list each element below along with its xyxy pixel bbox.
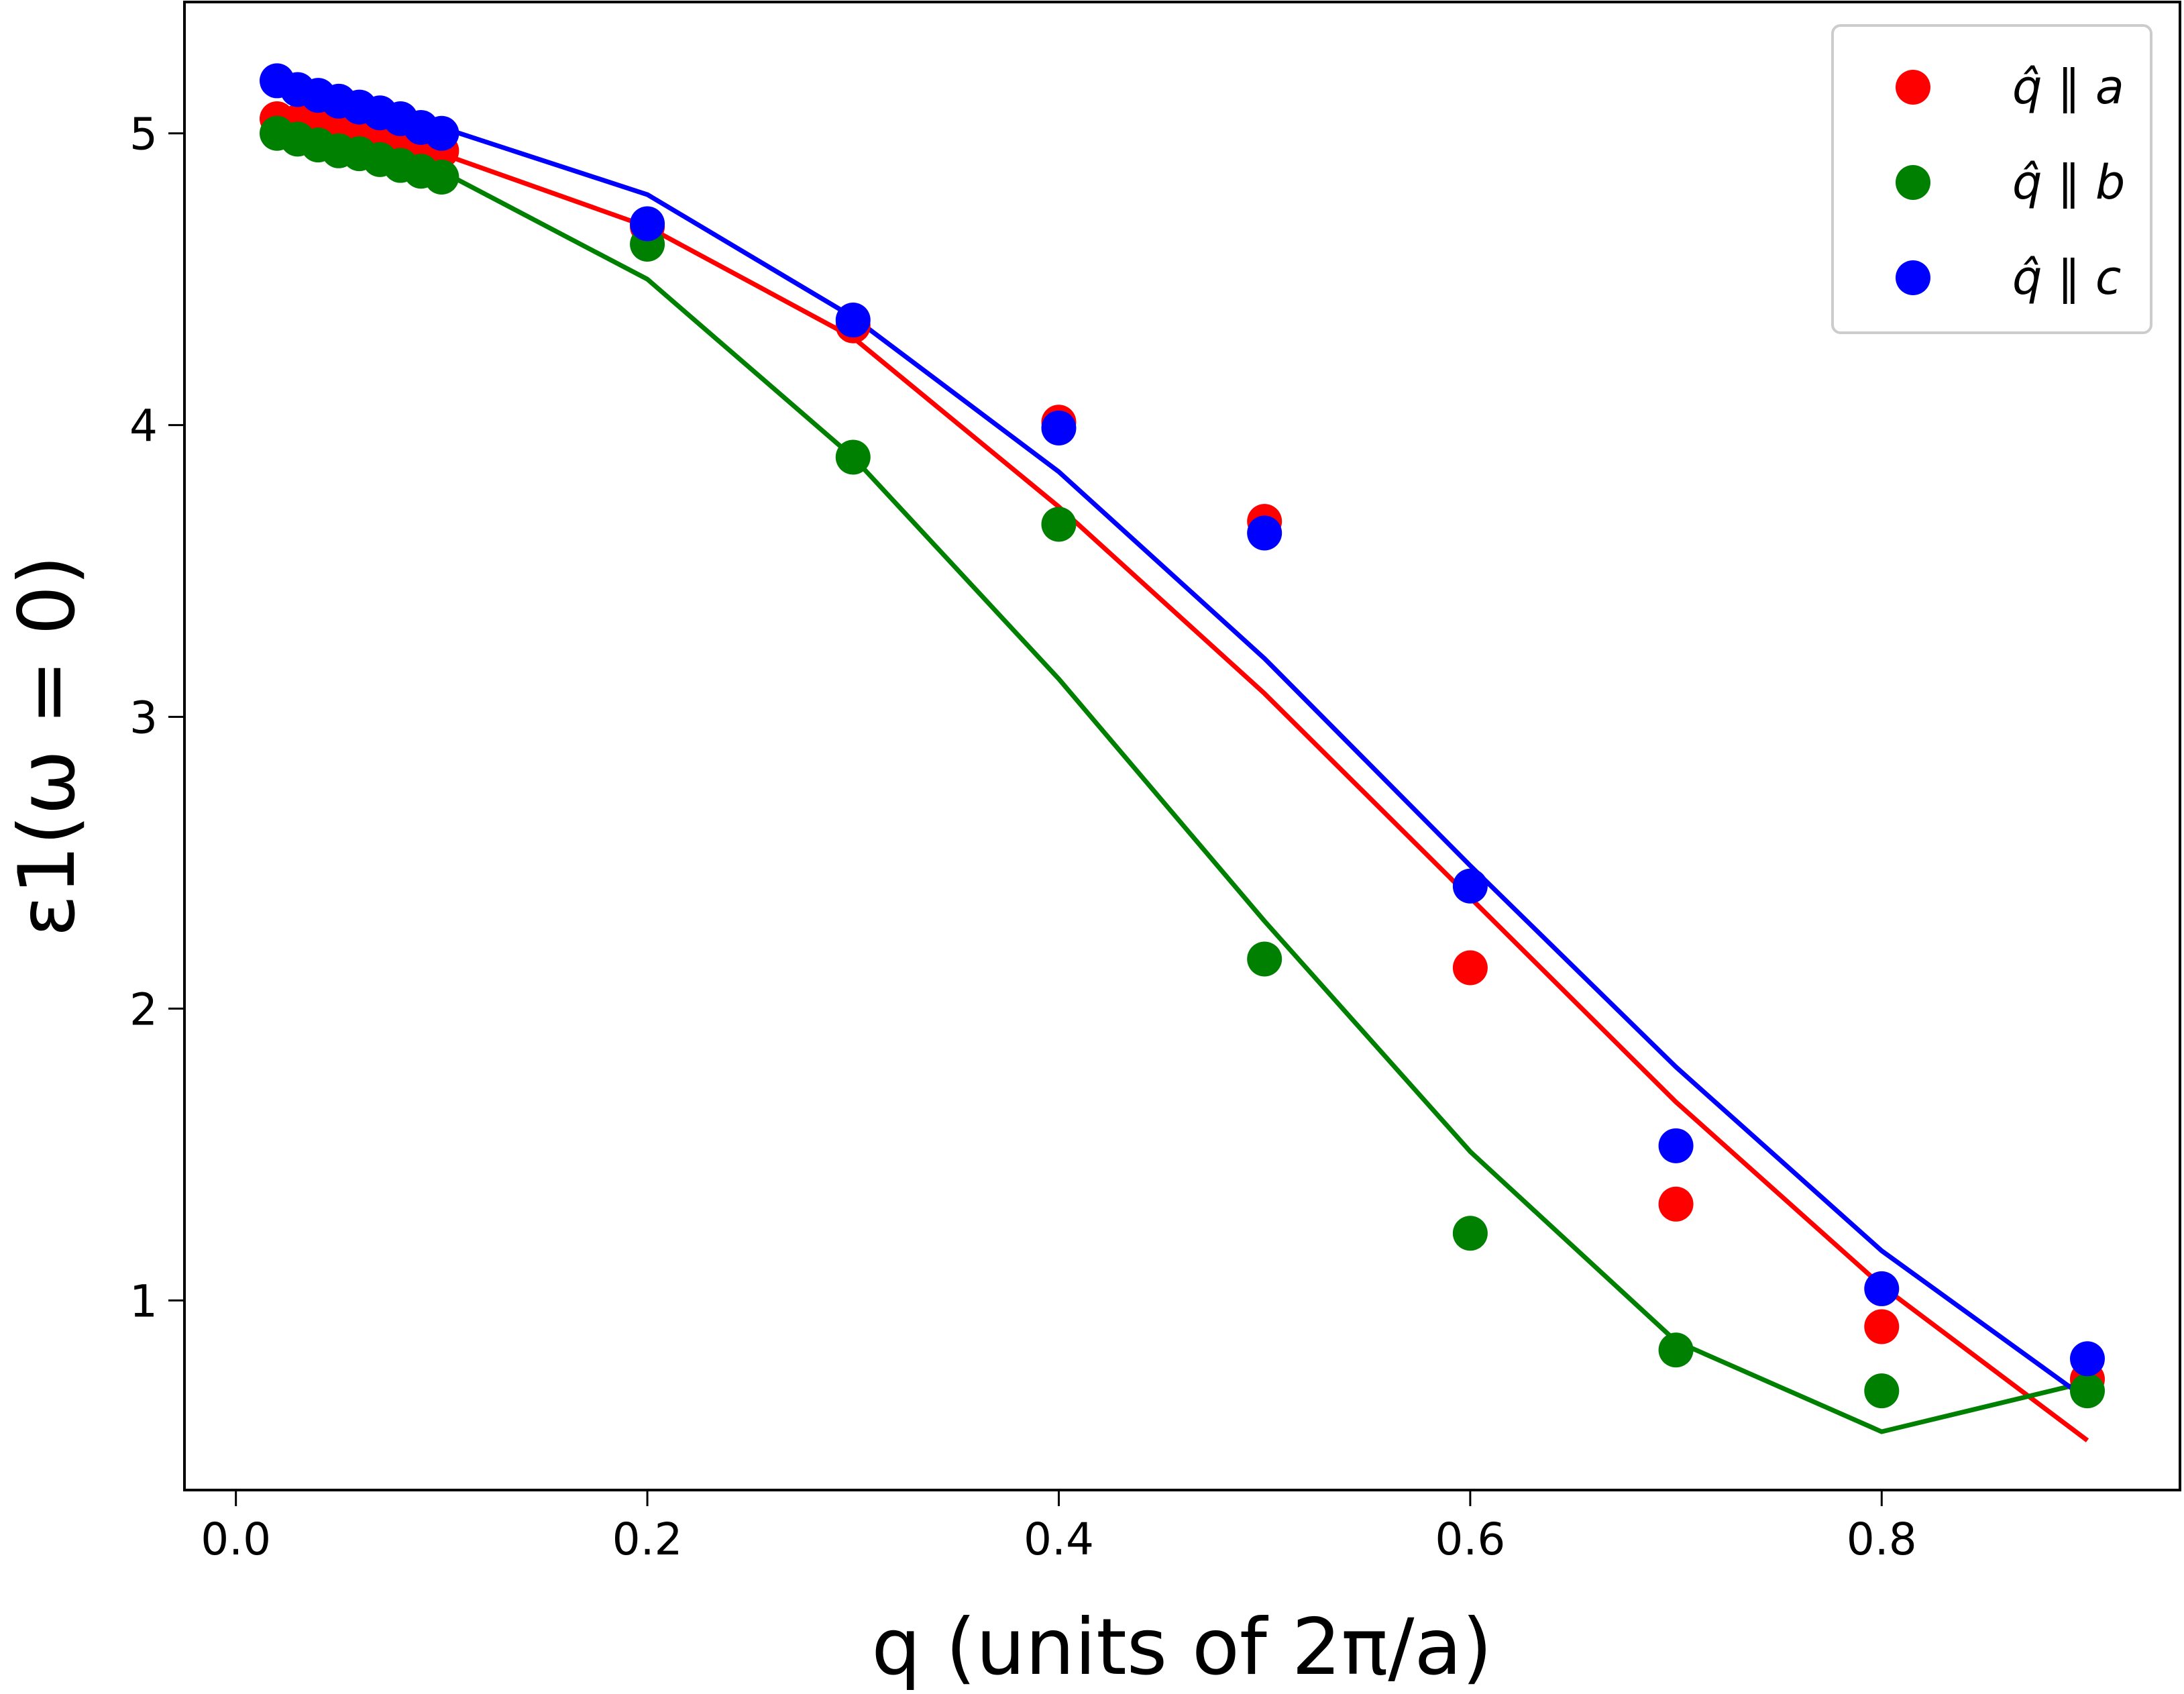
y-tick-label: 2 — [129, 984, 158, 1035]
x-tick-label: 0.4 — [1024, 1514, 1094, 1565]
y-tick-label: 3 — [129, 692, 158, 744]
data-point-c — [835, 303, 871, 338]
y-axis-label: ε1(ω = 0) — [2, 555, 93, 937]
series-lines — [276, 87, 2089, 1442]
legend-marker-b — [1896, 165, 1930, 200]
data-point-c — [1658, 1128, 1694, 1163]
series-line-a — [276, 113, 2089, 1442]
legend-label-b: q̂ ∥ b — [2012, 155, 2125, 210]
data-point-c — [1864, 1271, 1900, 1306]
data-point-b — [1864, 1373, 1900, 1409]
x-axis-label: q (units of 2π/a) — [871, 1602, 1492, 1693]
y-tick-label: 1 — [129, 1275, 158, 1327]
y-tick-label: 4 — [129, 401, 158, 452]
legend: q̂ ∥ a q̂ ∥ b q̂ ∥ c — [1831, 24, 2152, 334]
x-tick-label: 0.0 — [201, 1514, 271, 1565]
series-points — [260, 63, 2105, 1409]
data-point-b — [424, 159, 459, 195]
axis-ticks — [168, 132, 1883, 1506]
data-point-b — [1452, 1216, 1488, 1251]
data-point-b — [2069, 1373, 2105, 1409]
data-point-a — [1658, 1186, 1694, 1222]
x-tick-label: 0.6 — [1435, 1514, 1505, 1565]
data-point-a — [1864, 1309, 1900, 1344]
data-point-c — [1041, 410, 1077, 445]
data-point-b — [835, 439, 871, 475]
series-line-c — [276, 87, 2089, 1402]
legend-marker-a — [1896, 70, 1930, 105]
legend-marker-c — [1896, 260, 1930, 295]
legend-label-c: q̂ ∥ c — [2012, 250, 2121, 305]
x-tick-label: 0.2 — [612, 1514, 683, 1565]
data-point-c — [1247, 515, 1282, 551]
tick-labels: 0.0 0.2 0.4 0.6 0.8 1 2 3 4 5 — [129, 109, 1917, 1565]
data-point-c — [630, 206, 665, 242]
series-line-b — [276, 131, 2088, 1434]
data-point-b — [1041, 507, 1077, 542]
data-point-c — [424, 115, 459, 151]
data-point-c — [2069, 1341, 2105, 1377]
data-point-b — [1658, 1332, 1694, 1368]
legend-label-a: q̂ ∥ a — [2012, 60, 2124, 115]
data-point-a — [1452, 950, 1488, 986]
x-tick-label: 0.8 — [1847, 1514, 1917, 1565]
plot-area — [183, 1, 2181, 1491]
y-tick-label: 5 — [129, 109, 158, 160]
data-point-b — [1247, 941, 1282, 977]
data-point-c — [1452, 868, 1488, 904]
